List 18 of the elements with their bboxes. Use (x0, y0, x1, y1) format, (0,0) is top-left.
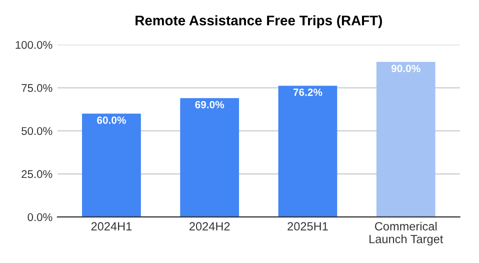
x-tick-label: 2024H2 (190, 222, 230, 231)
data-label: 60.0% (97, 116, 126, 124)
y-tick-label: 25.0% (22, 170, 52, 178)
x-tick-label: Commerical Launch Target (370, 222, 444, 246)
y-tick-label: 0.0% (28, 213, 52, 222)
data-label: 90.0% (391, 64, 420, 72)
x-tick-label: 2024H1 (91, 222, 132, 231)
bar (180, 98, 240, 217)
bar (278, 86, 338, 217)
data-label: 69.0% (195, 100, 224, 108)
y-tick-label: 75.0% (22, 84, 52, 92)
chart-title: Remote Assistance Free Trips (RAFT) (136, 15, 382, 28)
y-tick-label: 50.0% (22, 127, 52, 135)
x-tick-label: 2025H1 (288, 222, 328, 231)
y-tick-label: 100.0% (16, 40, 52, 49)
bar (82, 114, 141, 217)
data-label: 76.2% (293, 88, 322, 96)
bar (376, 62, 436, 217)
